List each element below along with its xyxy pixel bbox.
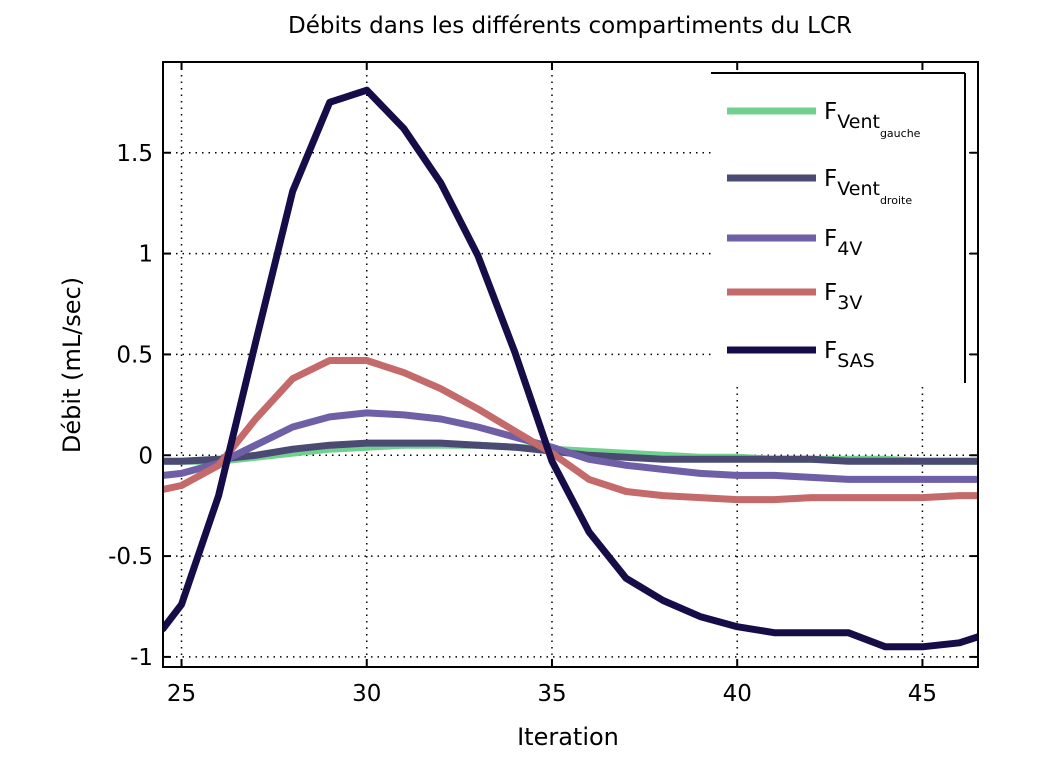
legend-entry: FVentgauche <box>727 99 921 140</box>
legend-label-main: F <box>824 338 837 364</box>
legend-entry: FVentdroite <box>727 166 912 207</box>
series-line-4 <box>163 86 978 651</box>
legend-label-sub: 4V <box>837 238 862 260</box>
x-tick-label: 45 <box>908 681 937 707</box>
y-axis-label: Débit (mL/sec) <box>58 277 86 453</box>
plot-border <box>162 61 979 668</box>
legend-entry: F3V <box>727 280 862 314</box>
axis-ticks: 25 30 35 40 45 -1 -0.5 0 0.5 1 1.5 <box>108 62 978 707</box>
legend-label-sub: Vent <box>837 111 880 133</box>
x-tick-label: 25 <box>167 681 196 707</box>
series-line-2 <box>163 409 978 483</box>
y-tick-label: 0 <box>138 443 153 469</box>
legend-label-main: F <box>824 166 837 192</box>
legend-label-sub: SAS <box>837 350 874 372</box>
legend-entry: FSAS <box>727 338 875 372</box>
legend-box <box>711 73 965 383</box>
legend-label-subsub: droite <box>880 194 912 207</box>
legend-label: FVentdroite <box>824 166 912 207</box>
legend-label-sub: Vent <box>837 178 880 200</box>
legend-label-subsub: gauche <box>880 127 921 140</box>
y-tick-label: 1 <box>138 242 153 268</box>
legend-label: FSAS <box>824 338 875 372</box>
legend-label: F3V <box>824 280 862 314</box>
legend-label: FVentgauche <box>824 99 921 140</box>
legend-label-main: F <box>824 99 837 125</box>
legend-label: F4V <box>824 226 862 260</box>
chart-title: Débits dans les différents compartiments… <box>288 13 852 39</box>
series-line-3 <box>163 357 978 504</box>
series-layer <box>163 86 978 651</box>
legend-label-main: F <box>824 226 837 252</box>
y-tick-label: -1 <box>130 645 153 671</box>
y-tick-label: 0.5 <box>116 342 153 368</box>
x-tick-label: 30 <box>352 681 381 707</box>
y-tick-label: -0.5 <box>108 544 153 570</box>
legend-label-sub: 3V <box>837 292 862 314</box>
y-tick-label: 1.5 <box>116 141 153 167</box>
x-tick-label: 40 <box>723 681 752 707</box>
legend-label-main: F <box>824 280 837 306</box>
x-tick-label: 35 <box>537 681 566 707</box>
legend-entry: F4V <box>727 226 862 260</box>
x-axis-label: Iteration <box>517 723 619 751</box>
